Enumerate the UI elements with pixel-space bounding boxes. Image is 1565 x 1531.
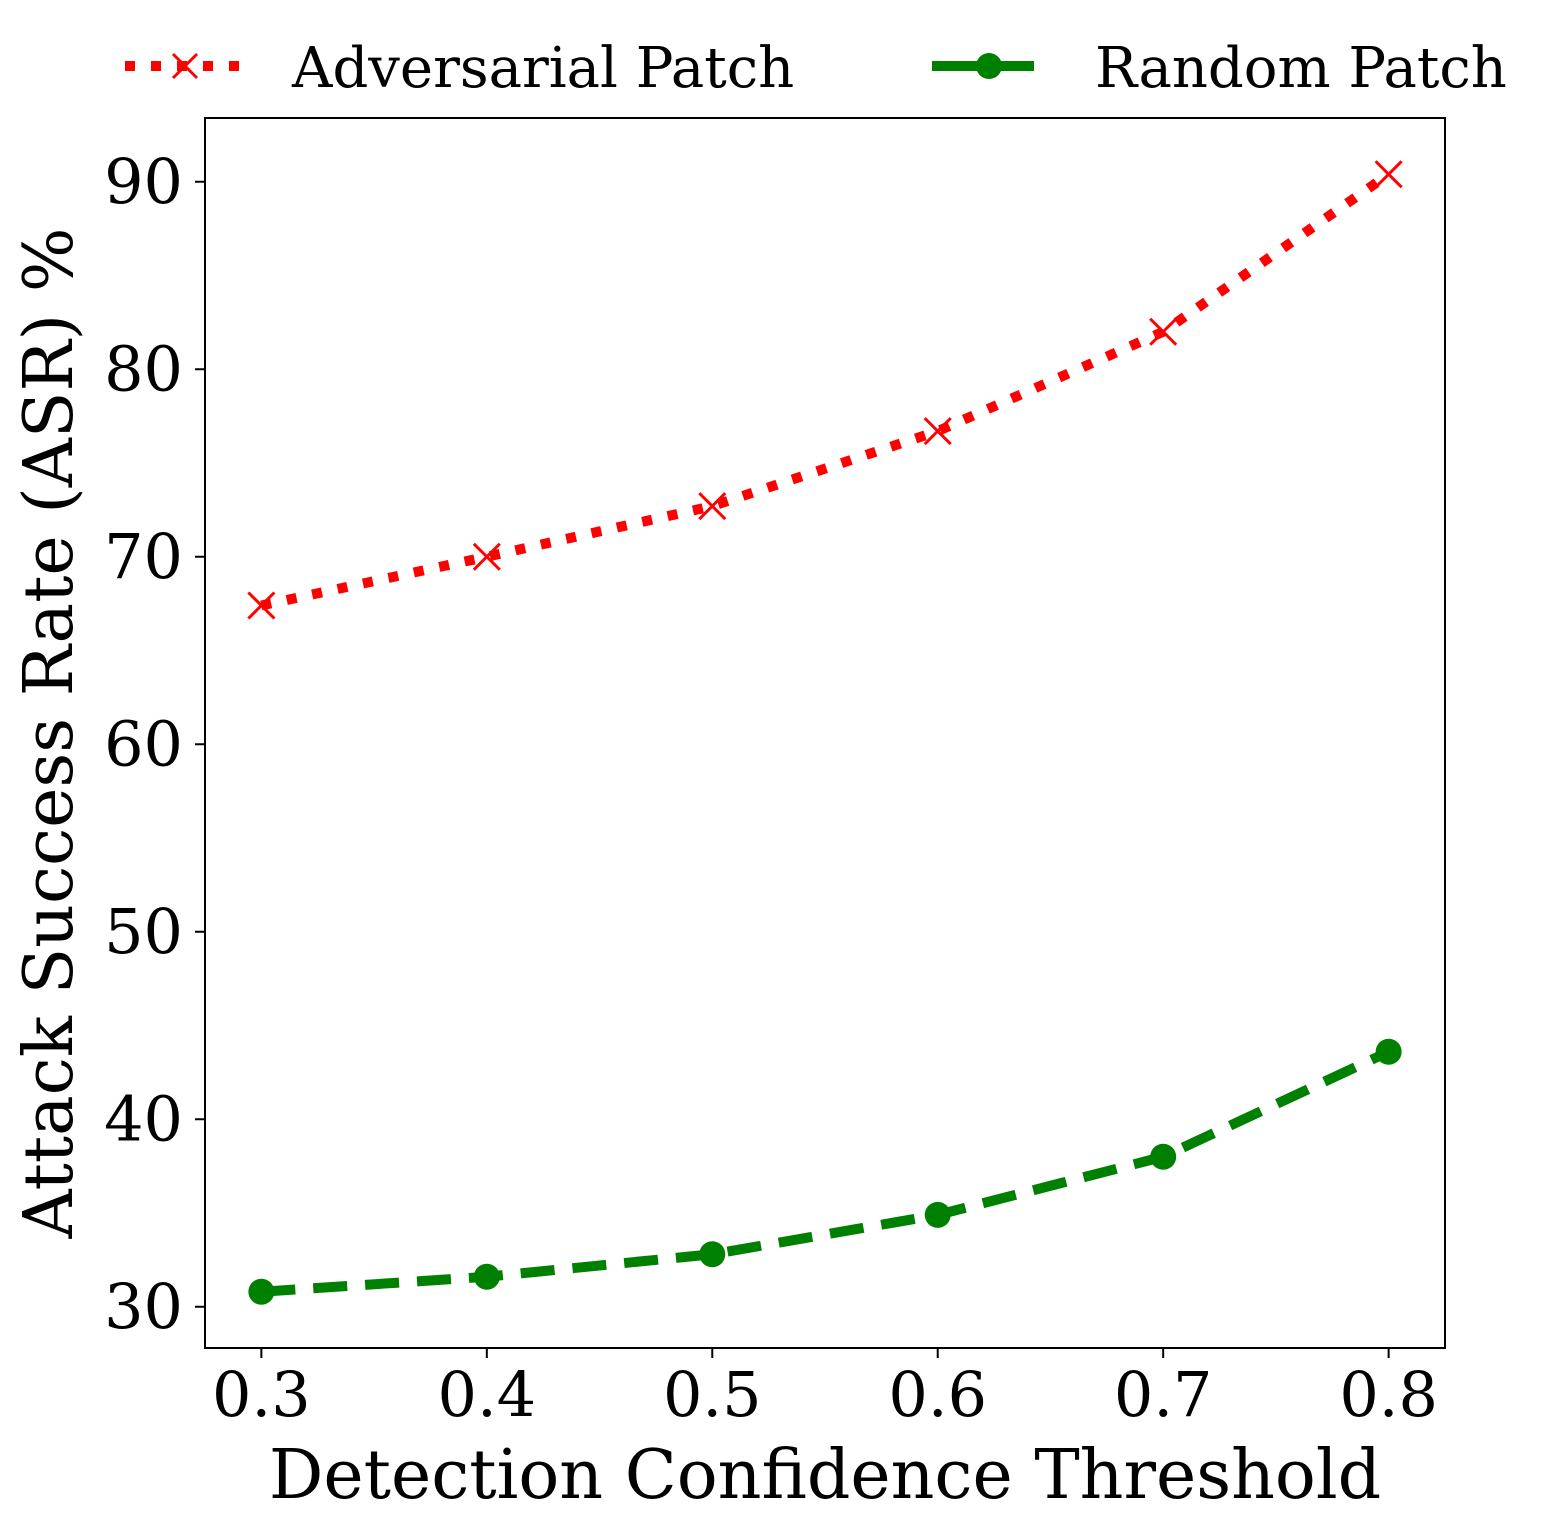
y-tick-label: 60 xyxy=(104,707,183,780)
x-tick-label: 0.4 xyxy=(438,1358,537,1431)
y-tick-label: 80 xyxy=(104,332,183,405)
x-axis: 0.3 0.4 0.5 0.6 0.7 0.8 xyxy=(212,1348,1438,1431)
x-tick-label: 0.6 xyxy=(888,1358,987,1431)
x-tick-label: 0.3 xyxy=(212,1358,311,1431)
x-tick-label: 0.8 xyxy=(1339,1358,1438,1431)
data-point-random xyxy=(924,1201,951,1228)
data-point-random xyxy=(1375,1038,1402,1065)
y-tick-label: 30 xyxy=(104,1270,183,1343)
legend: Adversarial Patch Random Patch xyxy=(125,36,1507,101)
series-line-adversarial xyxy=(260,170,1392,611)
data-point-adversarial xyxy=(1149,317,1178,346)
y-axis: 30 40 50 60 70 80 90 xyxy=(104,145,205,1343)
legend-item-random: Random Patch xyxy=(932,36,1507,101)
plot-area-frame xyxy=(204,117,1446,1349)
y-tick-label: 90 xyxy=(104,145,183,218)
x-tick-label: 0.7 xyxy=(1114,1358,1213,1431)
x-axis-label: Detection Confidence Threshold xyxy=(269,1436,1381,1515)
x-tick-label: 0.5 xyxy=(663,1358,762,1431)
data-point-adversarial xyxy=(923,417,952,446)
data-point-adversarial xyxy=(247,591,276,620)
y-tick-label: 40 xyxy=(104,1082,183,1155)
data-point-random xyxy=(248,1278,275,1305)
data-point-random xyxy=(473,1263,500,1290)
y-tick-label: 70 xyxy=(104,520,183,593)
legend-marker-adversarial-icon xyxy=(171,52,199,80)
legend-label-random: Random Patch xyxy=(1095,36,1507,101)
series-line-random xyxy=(261,1047,1391,1297)
data-point-adversarial xyxy=(1374,160,1403,189)
legend-marker-random-icon xyxy=(976,53,1002,79)
legend-item-adversarial: Adversarial Patch xyxy=(125,36,794,101)
legend-label-adversarial: Adversarial Patch xyxy=(291,36,794,101)
data-point-adversarial xyxy=(698,492,727,521)
data-point-random xyxy=(1150,1143,1177,1170)
series-layer xyxy=(247,160,1403,1305)
data-point-adversarial xyxy=(472,542,501,571)
data-point-random xyxy=(699,1241,726,1268)
y-axis-label: Attack Success Rate (ASR) % xyxy=(10,228,89,1240)
y-tick-label: 50 xyxy=(104,895,183,968)
